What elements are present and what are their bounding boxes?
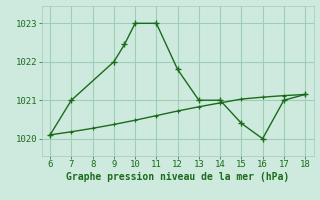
X-axis label: Graphe pression niveau de la mer (hPa): Graphe pression niveau de la mer (hPa) [66,172,289,182]
